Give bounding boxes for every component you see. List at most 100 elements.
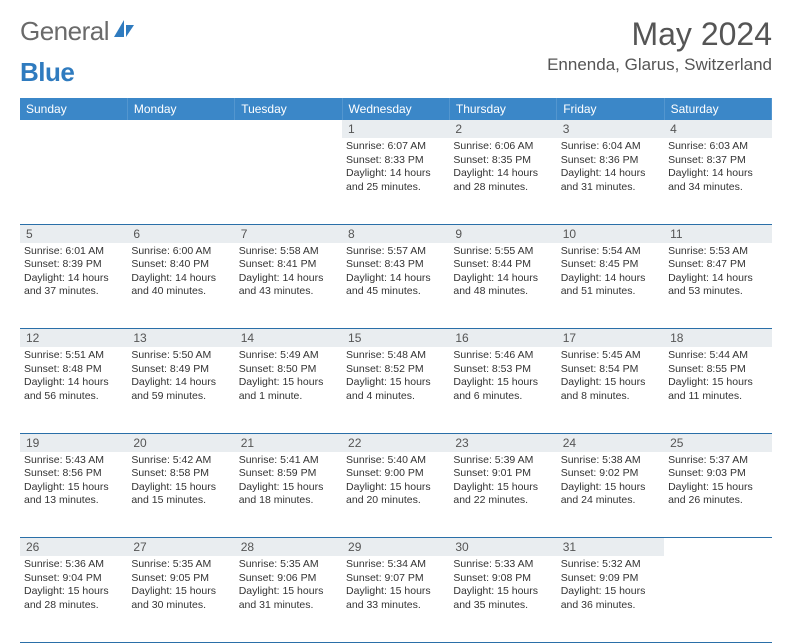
day-number: 23 [449,433,556,452]
sunrise-text: Sunrise: 6:01 AM [24,245,123,259]
day-number [20,120,127,138]
day-details: Sunrise: 5:55 AMSunset: 8:44 PMDaylight:… [453,243,552,300]
day-cell: Sunrise: 5:53 AMSunset: 8:47 PMDaylight:… [664,243,771,329]
sunrise-text: Sunrise: 5:50 AM [131,349,230,363]
daylight-text: Daylight: 14 hours and 56 minutes. [24,376,123,403]
daylight-text: Daylight: 14 hours and 48 minutes. [453,272,552,299]
day-cell: Sunrise: 5:34 AMSunset: 9:07 PMDaylight:… [342,556,449,642]
day-cell [127,138,234,224]
sunrise-text: Sunrise: 6:00 AM [131,245,230,259]
daylight-text: Daylight: 15 hours and 4 minutes. [346,376,445,403]
week-row: Sunrise: 6:01 AMSunset: 8:39 PM Daylight:… [20,243,772,329]
sunset-text: Sunset: 8:41 PM [239,258,338,272]
day-details: Sunrise: 5:32 AMSunset: 9:09 PMDaylight:… [561,556,660,613]
weekday-header: Tuesday [235,98,342,120]
day-cell: Sunrise: 5:35 AMSunset: 9:05 PMDaylight:… [127,556,234,642]
daylight-text: Daylight: 15 hours and 33 minutes. [346,585,445,612]
day-details: Sunrise: 6:03 AMSunset: 8:37 PMDaylight:… [668,138,767,195]
calendar-table: SundayMondayTuesdayWednesdayThursdayFrid… [20,98,772,643]
day-number: 3 [557,120,664,138]
sunrise-text: Sunrise: 5:45 AM [561,349,660,363]
sunset-text: Sunset: 9:07 PM [346,572,445,586]
sunset-text: Sunset: 8:39 PM [24,258,123,272]
daylight-text: Daylight: 15 hours and 8 minutes. [561,376,660,403]
day-cell: Sunrise: 5:35 AMSunset: 9:06 PMDaylight:… [235,556,342,642]
day-cell: Sunrise: 5:49 AMSunset: 8:50 PMDaylight:… [235,347,342,433]
day-number: 22 [342,433,449,452]
brand-name-part2: Blue [20,57,74,87]
day-details: Sunrise: 5:35 AMSunset: 9:05 PMDaylight:… [131,556,230,613]
day-cell: Sunrise: 5:36 AMSunset: 9:04 PMDaylight:… [20,556,127,642]
sunrise-text: Sunrise: 5:37 AM [668,454,767,468]
sunset-text: Sunset: 8:50 PM [239,363,338,377]
daylight-text: Daylight: 14 hours and 28 minutes. [453,167,552,194]
sunset-text: Sunset: 8:35 PM [453,154,552,168]
day-number: 29 [342,538,449,557]
sail-icon [113,19,135,44]
sunset-text: Sunset: 9:09 PM [561,572,660,586]
day-details: Sunrise: 5:49 AMSunset: 8:50 PMDaylight:… [239,347,338,404]
sunrise-text: Sunrise: 5:51 AM [24,349,123,363]
day-details: Sunrise: 6:04 AMSunset: 8:36 PMDaylight:… [561,138,660,195]
day-cell: Sunrise: 6:07 AMSunset: 8:33 PMDaylight:… [342,138,449,224]
sunrise-text: Sunrise: 5:46 AM [453,349,552,363]
day-number: 8 [342,224,449,243]
day-details: Sunrise: 5:57 AMSunset: 8:43 PMDaylight:… [346,243,445,300]
daylight-text: Daylight: 15 hours and 26 minutes. [668,481,767,508]
day-number: 17 [557,329,664,348]
day-cell: Sunrise: 6:01 AMSunset: 8:39 PMDaylight:… [20,243,127,329]
sunset-text: Sunset: 9:01 PM [453,467,552,481]
sunrise-text: Sunrise: 5:36 AM [24,558,123,572]
day-number: 16 [449,329,556,348]
sunrise-text: Sunrise: 5:53 AM [668,245,767,259]
month-title: May 2024 [547,16,772,53]
sunset-text: Sunset: 9:00 PM [346,467,445,481]
daynum-row: 567891011 [20,224,772,243]
day-cell: Sunrise: 5:43 AMSunset: 8:56 PMDaylight:… [20,452,127,538]
day-details: Sunrise: 5:46 AMSunset: 8:53 PMDaylight:… [453,347,552,404]
day-cell: Sunrise: 5:44 AMSunset: 8:55 PMDaylight:… [664,347,771,433]
sunrise-text: Sunrise: 6:03 AM [668,140,767,154]
sunset-text: Sunset: 8:58 PM [131,467,230,481]
daylight-text: Daylight: 14 hours and 43 minutes. [239,272,338,299]
day-cell: Sunrise: 5:50 AMSunset: 8:49 PMDaylight:… [127,347,234,433]
daylight-text: Daylight: 15 hours and 30 minutes. [131,585,230,612]
day-cell: Sunrise: 5:38 AMSunset: 9:02 PMDaylight:… [557,452,664,538]
daylight-text: Daylight: 15 hours and 31 minutes. [239,585,338,612]
day-number: 20 [127,433,234,452]
day-number: 18 [664,329,771,348]
day-cell: Sunrise: 5:32 AMSunset: 9:09 PMDaylight:… [557,556,664,642]
daylight-text: Daylight: 15 hours and 6 minutes. [453,376,552,403]
day-details: Sunrise: 5:41 AMSunset: 8:59 PMDaylight:… [239,452,338,509]
sunset-text: Sunset: 8:59 PM [239,467,338,481]
day-number: 31 [557,538,664,557]
day-number: 10 [557,224,664,243]
sunrise-text: Sunrise: 5:48 AM [346,349,445,363]
day-details: Sunrise: 5:54 AMSunset: 8:45 PMDaylight:… [561,243,660,300]
sunrise-text: Sunrise: 5:39 AM [453,454,552,468]
sunset-text: Sunset: 8:56 PM [24,467,123,481]
day-number: 7 [235,224,342,243]
sunrise-text: Sunrise: 5:58 AM [239,245,338,259]
daylight-text: Daylight: 15 hours and 28 minutes. [24,585,123,612]
day-details: Sunrise: 5:39 AMSunset: 9:01 PMDaylight:… [453,452,552,509]
weekday-header: Monday [127,98,234,120]
day-number: 11 [664,224,771,243]
day-number: 14 [235,329,342,348]
sunset-text: Sunset: 8:55 PM [668,363,767,377]
day-cell: Sunrise: 5:57 AMSunset: 8:43 PMDaylight:… [342,243,449,329]
day-cell: Sunrise: 6:03 AMSunset: 8:37 PMDaylight:… [664,138,771,224]
daylight-text: Daylight: 14 hours and 34 minutes. [668,167,767,194]
day-details: Sunrise: 5:45 AMSunset: 8:54 PMDaylight:… [561,347,660,404]
day-cell [664,556,771,642]
day-details: Sunrise: 5:36 AMSunset: 9:04 PMDaylight:… [24,556,123,613]
daylight-text: Daylight: 15 hours and 15 minutes. [131,481,230,508]
day-cell: Sunrise: 5:37 AMSunset: 9:03 PMDaylight:… [664,452,771,538]
sunset-text: Sunset: 8:40 PM [131,258,230,272]
sunrise-text: Sunrise: 6:04 AM [561,140,660,154]
daylight-text: Daylight: 14 hours and 25 minutes. [346,167,445,194]
day-details: Sunrise: 5:42 AMSunset: 8:58 PMDaylight:… [131,452,230,509]
day-details: Sunrise: 6:07 AMSunset: 8:33 PMDaylight:… [346,138,445,195]
daylight-text: Daylight: 15 hours and 24 minutes. [561,481,660,508]
sunset-text: Sunset: 8:47 PM [668,258,767,272]
